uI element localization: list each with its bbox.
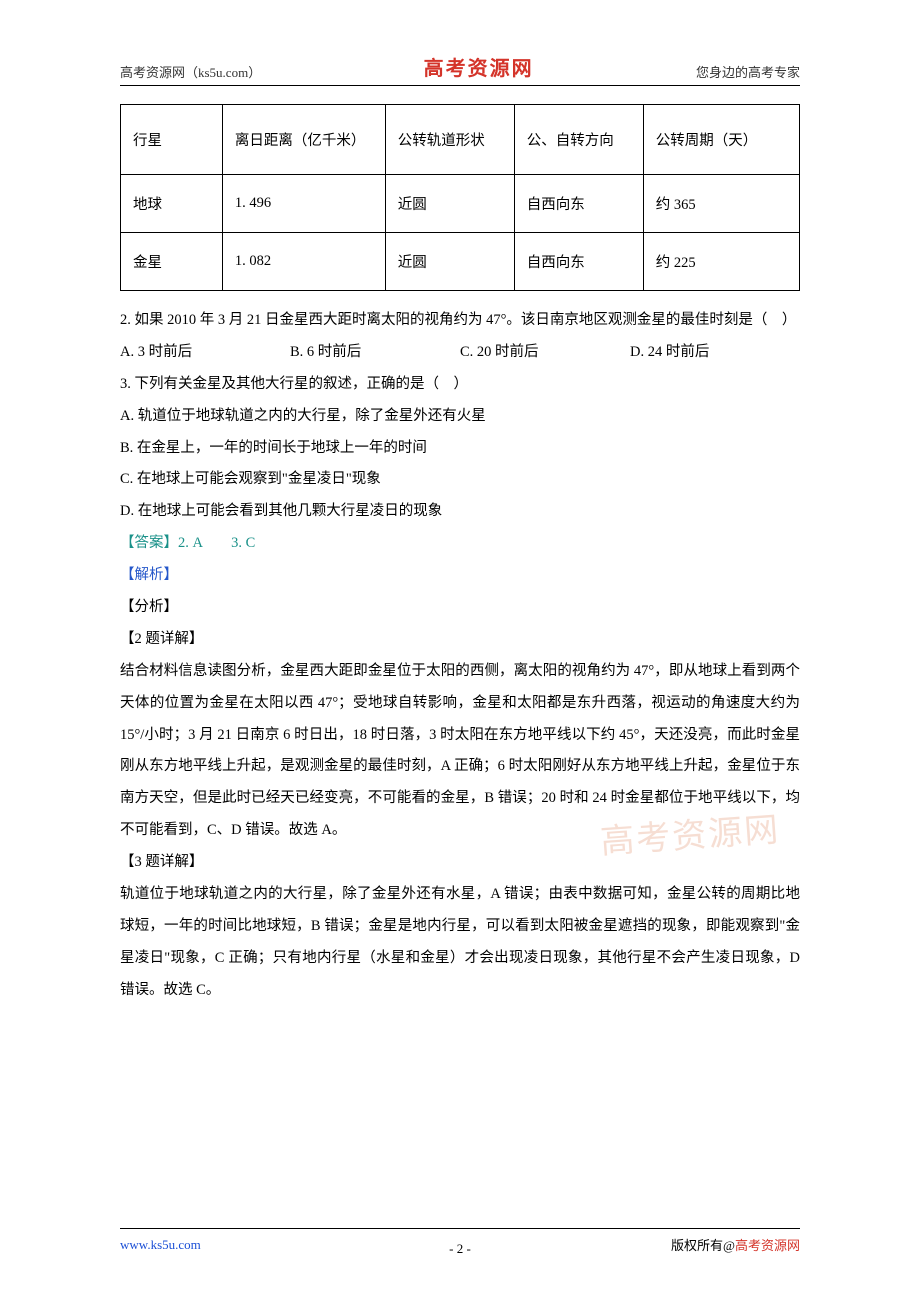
table-cell: 近圆 xyxy=(385,233,514,291)
option-c: C. 20 时前后 xyxy=(460,337,630,369)
q3-detail-label: 【3 题详解】 xyxy=(120,847,800,879)
option-b: B. 6 时前后 xyxy=(290,337,460,369)
analysis-label: 【解析】 xyxy=(120,560,800,592)
q2-detail-label: 【2 题详解】 xyxy=(120,624,800,656)
header-left-text: 高考资源网（ks5u.com） xyxy=(120,62,261,81)
table-header-cell: 公、自转方向 xyxy=(514,105,643,175)
table-cell: 约 365 xyxy=(643,175,799,233)
page-footer: www.ks5u.com - 2 - 版权所有@高考资源网 xyxy=(120,1228,800,1254)
page-number: - 2 - xyxy=(449,1241,471,1257)
q3-detail-text: 轨道位于地球轨道之内的大行星，除了金星外还有水星，A 错误；由表中数据可知，金星… xyxy=(120,879,800,1007)
question-3-option-b: B. 在金星上，一年的时间长于地球上一年的时间 xyxy=(120,433,800,465)
table-cell: 金星 xyxy=(121,233,223,291)
table-header-cell: 行星 xyxy=(121,105,223,175)
table-header-row: 行星 离日距离（亿千米） 公转轨道形状 公、自转方向 公转周期（天） xyxy=(121,105,800,175)
footer-copyright: 版权所有@高考资源网 xyxy=(671,1235,800,1254)
option-a: A. 3 时前后 xyxy=(120,337,290,369)
footer-url: www.ks5u.com xyxy=(120,1237,201,1253)
table-cell: 1. 082 xyxy=(222,233,385,291)
table-cell: 自西向东 xyxy=(514,175,643,233)
option-d: D. 24 时前后 xyxy=(630,337,800,369)
planet-table: 行星 离日距离（亿千米） 公转轨道形状 公、自转方向 公转周期（天） 地球 1.… xyxy=(120,104,800,291)
header-right-text: 您身边的高考专家 xyxy=(696,62,800,81)
question-3-option-c: C. 在地球上可能会观察到"金星凌日"现象 xyxy=(120,464,800,496)
question-3-option-d: D. 在地球上可能会看到其他几颗大行星凌日的现象 xyxy=(120,496,800,528)
table-cell: 1. 496 xyxy=(222,175,385,233)
table-cell: 约 225 xyxy=(643,233,799,291)
question-3-option-a: A. 轨道位于地球轨道之内的大行星，除了金星外还有火星 xyxy=(120,401,800,433)
table-cell: 自西向东 xyxy=(514,233,643,291)
table-row: 地球 1. 496 近圆 自西向东 约 365 xyxy=(121,175,800,233)
answer-line: 【答案】2. A 3. C xyxy=(120,528,800,560)
table-header-cell: 公转轨道形状 xyxy=(385,105,514,175)
q2-detail-text: 结合材料信息读图分析，金星西大距即金星位于太阳的西侧，离太阳的视角约为 47°，… xyxy=(120,656,800,847)
page-header: 高考资源网（ks5u.com） 高考资源网 您身边的高考专家 xyxy=(120,52,800,86)
answer-text: 2. A 3. C xyxy=(178,535,255,551)
question-2-stem: 2. 如果 2010 年 3 月 21 日金星西大距时离太阳的视角约为 47°。… xyxy=(120,305,800,337)
table-header-cell: 公转周期（天） xyxy=(643,105,799,175)
table-cell: 地球 xyxy=(121,175,223,233)
table-header-cell: 离日距离（亿千米） xyxy=(222,105,385,175)
table-row: 金星 1. 082 近圆 自西向东 约 225 xyxy=(121,233,800,291)
table-cell: 近圆 xyxy=(385,175,514,233)
question-3-stem: 3. 下列有关金星及其他大行星的叙述，正确的是（ ） xyxy=(120,369,800,401)
question-2-options: A. 3 时前后 B. 6 时前后 C. 20 时前后 D. 24 时前后 xyxy=(120,337,800,369)
answer-label: 【答案】 xyxy=(120,535,178,551)
footer-right-brand: 高考资源网 xyxy=(735,1238,800,1253)
header-brand: 高考资源网 xyxy=(424,52,534,81)
fenxi-label: 【分析】 xyxy=(120,592,800,624)
footer-right-prefix: 版权所有@ xyxy=(671,1238,735,1253)
